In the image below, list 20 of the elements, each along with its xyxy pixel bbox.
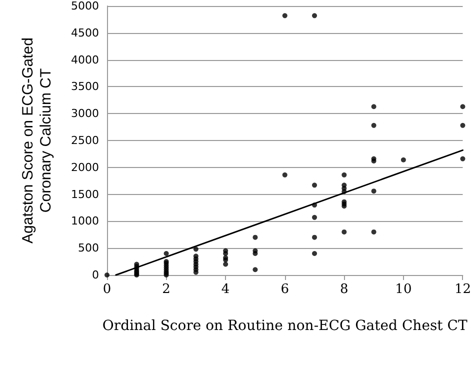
x-tick-label: 2 — [162, 282, 170, 297]
y-tick-label: 4500 — [71, 26, 99, 40]
x-tick-label: 4 — [221, 282, 230, 297]
y-tick-label: 4000 — [71, 53, 99, 66]
y-tick-label: 2500 — [71, 134, 99, 147]
y-axis-title: Agatston Score on ECG-Gated Coronary Calcium CT — [20, 38, 54, 244]
x-tick-label: 8 — [340, 282, 348, 297]
x-tick-label: 12 — [454, 282, 471, 297]
x-tick-label: 0 — [102, 282, 112, 297]
y-tick-label: 1500 — [71, 188, 99, 201]
y-tick-label: 1000 — [71, 214, 99, 228]
x-tick-label: 10 — [395, 282, 412, 297]
x-tick-label: 6 — [280, 282, 290, 297]
x-axis-title: Ordinal Score on Routine non-ECG Gated Chest CT — [102, 318, 468, 334]
y-tick-label: 0 — [92, 268, 99, 282]
y-tick-label: 3500 — [71, 80, 99, 94]
y-tick-label: 5000 — [71, 0, 99, 12]
y-tick-label: 3000 — [71, 107, 99, 120]
y-tick-label: 500 — [78, 242, 99, 255]
y-tick-label: 2000 — [71, 160, 99, 174]
